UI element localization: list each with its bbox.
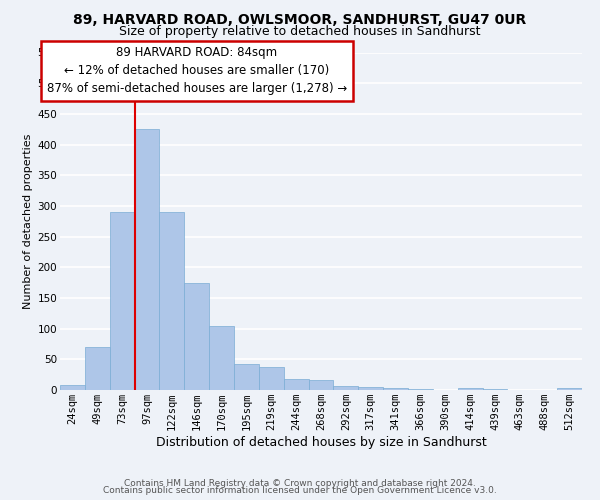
Bar bbox=[110, 212, 134, 390]
Bar bbox=[85, 347, 110, 390]
Bar bbox=[60, 385, 85, 390]
Text: Contains public sector information licensed under the Open Government Licence v3: Contains public sector information licen… bbox=[103, 486, 497, 495]
Bar bbox=[160, 212, 184, 390]
Bar bbox=[358, 387, 383, 390]
Bar bbox=[259, 366, 284, 390]
Bar bbox=[184, 282, 209, 390]
Bar bbox=[134, 129, 160, 390]
Bar bbox=[308, 380, 334, 390]
Text: Size of property relative to detached houses in Sandhurst: Size of property relative to detached ho… bbox=[119, 25, 481, 38]
Bar bbox=[234, 364, 259, 390]
Bar bbox=[284, 379, 308, 390]
Text: 89, HARVARD ROAD, OWLSMOOR, SANDHURST, GU47 0UR: 89, HARVARD ROAD, OWLSMOOR, SANDHURST, G… bbox=[73, 12, 527, 26]
Bar bbox=[458, 388, 482, 390]
Text: Contains HM Land Registry data © Crown copyright and database right 2024.: Contains HM Land Registry data © Crown c… bbox=[124, 478, 476, 488]
Text: 89 HARVARD ROAD: 84sqm
← 12% of detached houses are smaller (170)
87% of semi-de: 89 HARVARD ROAD: 84sqm ← 12% of detached… bbox=[47, 46, 347, 96]
Bar bbox=[557, 388, 582, 390]
Y-axis label: Number of detached properties: Number of detached properties bbox=[23, 134, 34, 309]
Bar bbox=[334, 386, 358, 390]
Bar bbox=[209, 326, 234, 390]
X-axis label: Distribution of detached houses by size in Sandhurst: Distribution of detached houses by size … bbox=[155, 436, 487, 449]
Bar bbox=[383, 388, 408, 390]
